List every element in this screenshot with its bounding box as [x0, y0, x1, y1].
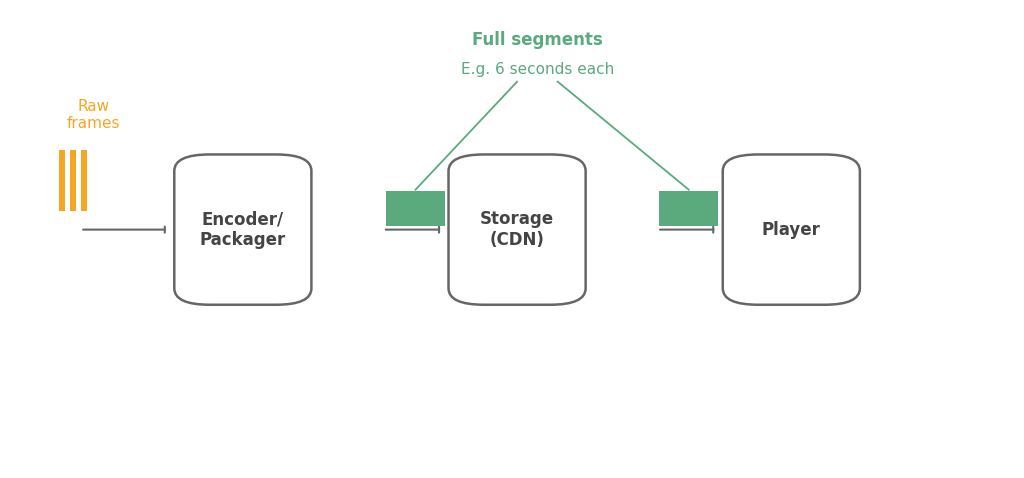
- FancyBboxPatch shape: [723, 154, 860, 305]
- Text: Player: Player: [762, 221, 821, 239]
- Text: Raw
frames: Raw frames: [67, 98, 120, 131]
- Text: E.g. 6 seconds each: E.g. 6 seconds each: [461, 62, 614, 77]
- FancyBboxPatch shape: [449, 154, 586, 305]
- Text: Encoder/
Packager: Encoder/ Packager: [200, 210, 286, 249]
- Text: Full segments: Full segments: [472, 31, 603, 49]
- Bar: [59, 150, 66, 211]
- Bar: [71, 150, 76, 211]
- FancyBboxPatch shape: [174, 154, 311, 305]
- FancyBboxPatch shape: [659, 191, 718, 226]
- Bar: [81, 150, 87, 211]
- FancyBboxPatch shape: [386, 191, 445, 226]
- Text: Storage
(CDN): Storage (CDN): [480, 210, 554, 249]
